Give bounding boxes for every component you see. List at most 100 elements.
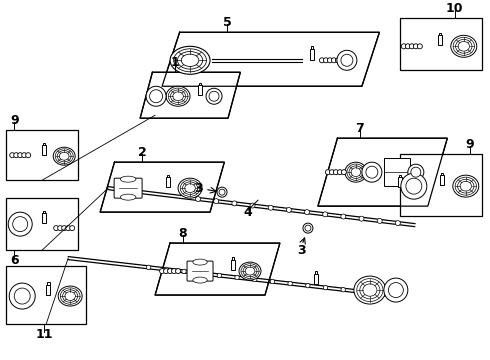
Circle shape xyxy=(323,212,328,217)
Ellipse shape xyxy=(58,286,82,306)
FancyBboxPatch shape xyxy=(114,178,142,198)
Bar xyxy=(400,154,482,216)
Bar xyxy=(384,158,410,186)
Circle shape xyxy=(323,285,328,290)
Bar xyxy=(167,175,170,177)
Polygon shape xyxy=(100,162,224,212)
Circle shape xyxy=(417,44,422,49)
Polygon shape xyxy=(162,32,379,86)
Circle shape xyxy=(235,275,239,280)
Circle shape xyxy=(66,226,71,231)
Ellipse shape xyxy=(345,162,367,182)
Circle shape xyxy=(401,44,406,49)
Circle shape xyxy=(288,282,293,286)
FancyBboxPatch shape xyxy=(187,261,213,281)
Circle shape xyxy=(408,164,424,180)
Circle shape xyxy=(342,170,346,175)
Text: 5: 5 xyxy=(222,16,231,29)
Bar xyxy=(232,257,234,260)
Circle shape xyxy=(22,153,27,158)
Circle shape xyxy=(304,210,310,215)
Circle shape xyxy=(325,170,330,175)
Circle shape xyxy=(338,170,343,175)
Bar xyxy=(310,49,314,60)
Bar xyxy=(199,82,201,85)
Circle shape xyxy=(411,167,421,177)
Bar xyxy=(438,35,442,45)
Circle shape xyxy=(359,216,364,221)
Bar xyxy=(6,266,86,324)
Circle shape xyxy=(70,226,74,231)
Circle shape xyxy=(303,223,313,233)
Bar xyxy=(42,145,46,155)
Circle shape xyxy=(366,166,378,178)
Text: 4: 4 xyxy=(244,206,252,219)
Circle shape xyxy=(175,269,180,274)
Circle shape xyxy=(359,289,363,294)
Bar xyxy=(440,175,444,185)
Circle shape xyxy=(199,271,204,276)
Circle shape xyxy=(217,187,227,197)
Circle shape xyxy=(319,58,324,63)
Circle shape xyxy=(341,288,345,292)
Circle shape xyxy=(331,58,337,63)
Circle shape xyxy=(341,54,353,66)
Circle shape xyxy=(149,90,163,103)
Circle shape xyxy=(54,226,59,231)
Bar xyxy=(46,285,50,296)
Circle shape xyxy=(395,221,400,226)
Circle shape xyxy=(18,153,23,158)
Circle shape xyxy=(209,91,219,101)
Circle shape xyxy=(252,277,257,282)
Circle shape xyxy=(196,197,200,202)
Circle shape xyxy=(305,225,311,231)
Ellipse shape xyxy=(354,276,386,304)
Circle shape xyxy=(164,269,169,274)
Bar xyxy=(47,282,49,285)
Circle shape xyxy=(401,173,427,199)
Circle shape xyxy=(206,88,222,104)
Circle shape xyxy=(333,170,339,175)
Ellipse shape xyxy=(453,175,479,197)
Circle shape xyxy=(13,217,28,231)
Circle shape xyxy=(14,153,19,158)
Circle shape xyxy=(268,205,273,210)
Circle shape xyxy=(62,226,67,231)
Circle shape xyxy=(286,207,292,212)
Circle shape xyxy=(414,44,418,49)
Circle shape xyxy=(14,288,30,304)
Bar xyxy=(311,46,313,49)
Text: 6: 6 xyxy=(10,253,19,267)
Circle shape xyxy=(409,44,415,49)
Circle shape xyxy=(217,273,221,278)
Circle shape xyxy=(377,219,382,224)
Text: 1: 1 xyxy=(171,56,179,69)
Circle shape xyxy=(58,226,63,231)
Text: 10: 10 xyxy=(446,2,464,15)
Bar xyxy=(166,177,170,187)
Circle shape xyxy=(405,44,410,49)
Circle shape xyxy=(219,189,225,195)
Circle shape xyxy=(146,86,166,106)
Ellipse shape xyxy=(53,147,75,165)
Text: 3: 3 xyxy=(194,182,202,195)
Bar xyxy=(398,175,401,177)
Ellipse shape xyxy=(178,178,202,198)
Bar xyxy=(400,18,482,70)
Ellipse shape xyxy=(166,86,190,106)
Circle shape xyxy=(160,269,165,274)
Bar xyxy=(42,213,46,223)
Bar xyxy=(6,130,78,180)
Circle shape xyxy=(323,58,328,63)
Circle shape xyxy=(329,170,334,175)
Text: 3: 3 xyxy=(297,244,306,257)
Text: 7: 7 xyxy=(356,122,364,135)
Ellipse shape xyxy=(193,277,207,283)
Bar xyxy=(6,198,78,250)
Bar xyxy=(231,260,235,270)
Circle shape xyxy=(376,292,381,296)
Circle shape xyxy=(182,269,186,274)
Ellipse shape xyxy=(451,35,477,57)
Circle shape xyxy=(270,279,274,284)
Circle shape xyxy=(9,283,35,309)
